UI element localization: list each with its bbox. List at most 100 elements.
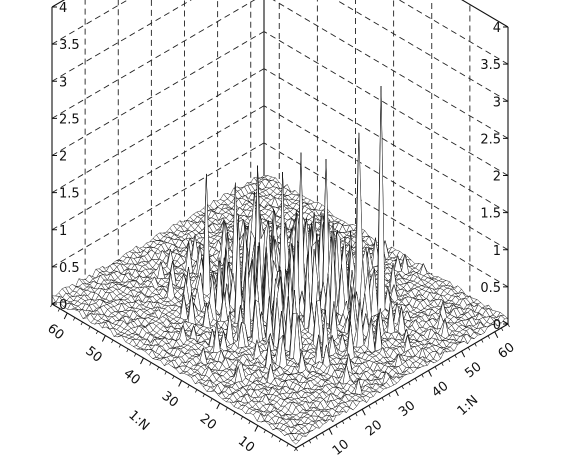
- z-tick-label-right: 1: [59, 224, 67, 239]
- y-minor-tick: [487, 335, 490, 339]
- grid-line: [263, 142, 509, 288]
- y-minor-tick: [501, 327, 504, 332]
- x-tick-label: 10: [235, 434, 257, 456]
- grid-line: [263, 68, 509, 214]
- y-minor-tick: [302, 443, 305, 448]
- y-minor-tick: [448, 358, 451, 363]
- x-minor-tick: [50, 303, 53, 308]
- y-minor-tick: [408, 381, 411, 386]
- x-minor-tick: [286, 443, 289, 447]
- x-minor-tick: [134, 353, 137, 357]
- y-minor-tick: [421, 374, 424, 378]
- y-tick-label: 40: [429, 379, 451, 401]
- y-tick-label: 20: [363, 417, 385, 439]
- surface-cell: [291, 439, 300, 445]
- y-minor-tick: [335, 424, 338, 428]
- z-tick-label-left: 3: [493, 95, 501, 110]
- x-minor-tick: [248, 420, 251, 425]
- z-tick-label-right: 2: [59, 150, 67, 165]
- x-minor-tick: [202, 393, 205, 398]
- y-minor-tick: [507, 323, 510, 328]
- grid-line: [272, 0, 509, 139]
- x-minor-tick: [263, 429, 266, 434]
- z-tick-label-right: 0: [59, 298, 67, 313]
- grid-line: [335, 0, 509, 102]
- y-minor-tick: [414, 378, 418, 382]
- grid-line: [51, 31, 265, 156]
- z-tick-label-left: 2.5: [480, 132, 501, 147]
- x-minor-tick: [118, 344, 121, 348]
- grid-line: [263, 105, 509, 251]
- x-minor-tick: [294, 447, 297, 452]
- x-minor-tick: [80, 321, 83, 326]
- x-minor-tick: [88, 326, 91, 330]
- z-tick-label-right: 4: [59, 1, 67, 16]
- y-axis-label: 1:N: [455, 393, 482, 419]
- x-minor-tick: [95, 330, 99, 335]
- z-tick-label-left: 1: [493, 244, 501, 259]
- y-tick-label: 30: [396, 398, 418, 420]
- z-tick-label-right: 3: [59, 75, 67, 90]
- x-tick-label: 30: [159, 389, 181, 411]
- z-tick-label-left: 2: [493, 170, 501, 185]
- grid-line: [51, 0, 192, 82]
- z-tick-label-right: 0.5: [59, 261, 80, 276]
- grid-line: [51, 68, 265, 194]
- y-minor-tick: [295, 447, 298, 452]
- x-minor-tick: [156, 366, 160, 371]
- z-tick-label-left: 1.5: [480, 207, 501, 222]
- x-minor-tick: [149, 362, 152, 366]
- x-axis-label: 1:N: [125, 408, 152, 434]
- y-tick-label: 60: [495, 340, 517, 362]
- y-minor-tick: [481, 339, 484, 343]
- x-minor-tick: [210, 398, 213, 402]
- z-tick-label-right: 2.5: [59, 112, 80, 127]
- x-minor-tick: [172, 375, 175, 380]
- x-tick-label: 20: [197, 411, 219, 433]
- surface-plot: [51, 86, 509, 445]
- z-tick-label-left: 3.5: [480, 58, 501, 73]
- y-tick-label: 10: [330, 437, 352, 459]
- y-minor-tick: [322, 432, 325, 436]
- grid-line: [51, 0, 129, 45]
- y-minor-tick: [308, 440, 312, 444]
- x-minor-tick: [278, 438, 282, 443]
- x-tick-label: 50: [82, 344, 104, 366]
- x-minor-tick: [233, 411, 236, 416]
- wall-edge: [51, 0, 66, 8]
- x-minor-tick: [240, 416, 243, 420]
- y-minor-tick: [434, 366, 437, 370]
- y-minor-tick: [342, 420, 345, 425]
- y-minor-tick: [375, 401, 378, 405]
- y-minor-tick: [355, 412, 358, 417]
- x-minor-tick: [111, 339, 114, 344]
- x-minor-tick: [164, 371, 167, 375]
- y-minor-tick: [454, 354, 457, 359]
- y-minor-tick: [381, 397, 384, 401]
- x-tick-label: 40: [121, 366, 143, 388]
- y-minor-tick: [348, 416, 351, 421]
- grid-line: [263, 31, 509, 176]
- grid-line: [51, 0, 256, 119]
- y-minor-tick: [401, 385, 404, 390]
- surface-cell: [377, 86, 386, 315]
- x-minor-tick: [225, 407, 228, 411]
- grid-line: [51, 105, 265, 231]
- x-minor-tick: [195, 389, 198, 393]
- y-minor-tick: [441, 362, 444, 366]
- wall-edge: [461, 0, 509, 28]
- x-minor-tick: [271, 434, 274, 438]
- x-minor-tick: [73, 317, 76, 321]
- z-tick-label-left: 0.5: [480, 281, 501, 296]
- z-tick-label-left: 0: [493, 318, 501, 333]
- grid-line: [398, 0, 509, 65]
- y-tick-label: 50: [462, 359, 484, 381]
- z-tick-label-right: 1.5: [59, 187, 80, 202]
- y-minor-tick: [474, 343, 477, 347]
- y-minor-tick: [388, 393, 391, 397]
- z-tick-label-right: 3.5: [59, 38, 80, 53]
- x-minor-tick: [126, 348, 129, 353]
- y-minor-tick: [467, 347, 471, 351]
- z-tick-label-left: 4: [493, 21, 501, 36]
